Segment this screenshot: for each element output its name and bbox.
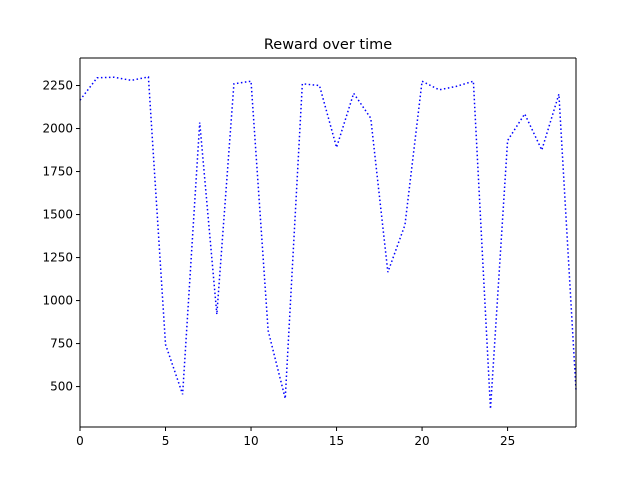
y-tick-label-2250: 2250 [42, 79, 73, 93]
x-tick-label-5: 5 [162, 434, 170, 448]
y-tick-label-750: 750 [50, 337, 73, 351]
x-tick-label-25: 25 [500, 434, 515, 448]
x-tick-label-10: 10 [243, 434, 258, 448]
chart-title: Reward over time [264, 37, 392, 53]
y-tick-label-1250: 1250 [42, 251, 73, 265]
y-tick-label-500: 500 [50, 380, 73, 394]
x-tick-label-15: 15 [329, 434, 344, 448]
x-tick-label-0: 0 [76, 434, 84, 448]
y-tick-label-2000: 2000 [42, 122, 73, 136]
series-line-reward [79, 76, 577, 409]
x-tick-label-20: 20 [414, 434, 429, 448]
y-tick-label-1500: 1500 [42, 208, 73, 222]
y-tick-label-1000: 1000 [42, 294, 73, 308]
y-tick-label-1750: 1750 [42, 165, 73, 179]
plot-area: 0 5 10 15 20 25 500 750 1000 1250 1500 1750 2000 2250 [42, 57, 577, 448]
